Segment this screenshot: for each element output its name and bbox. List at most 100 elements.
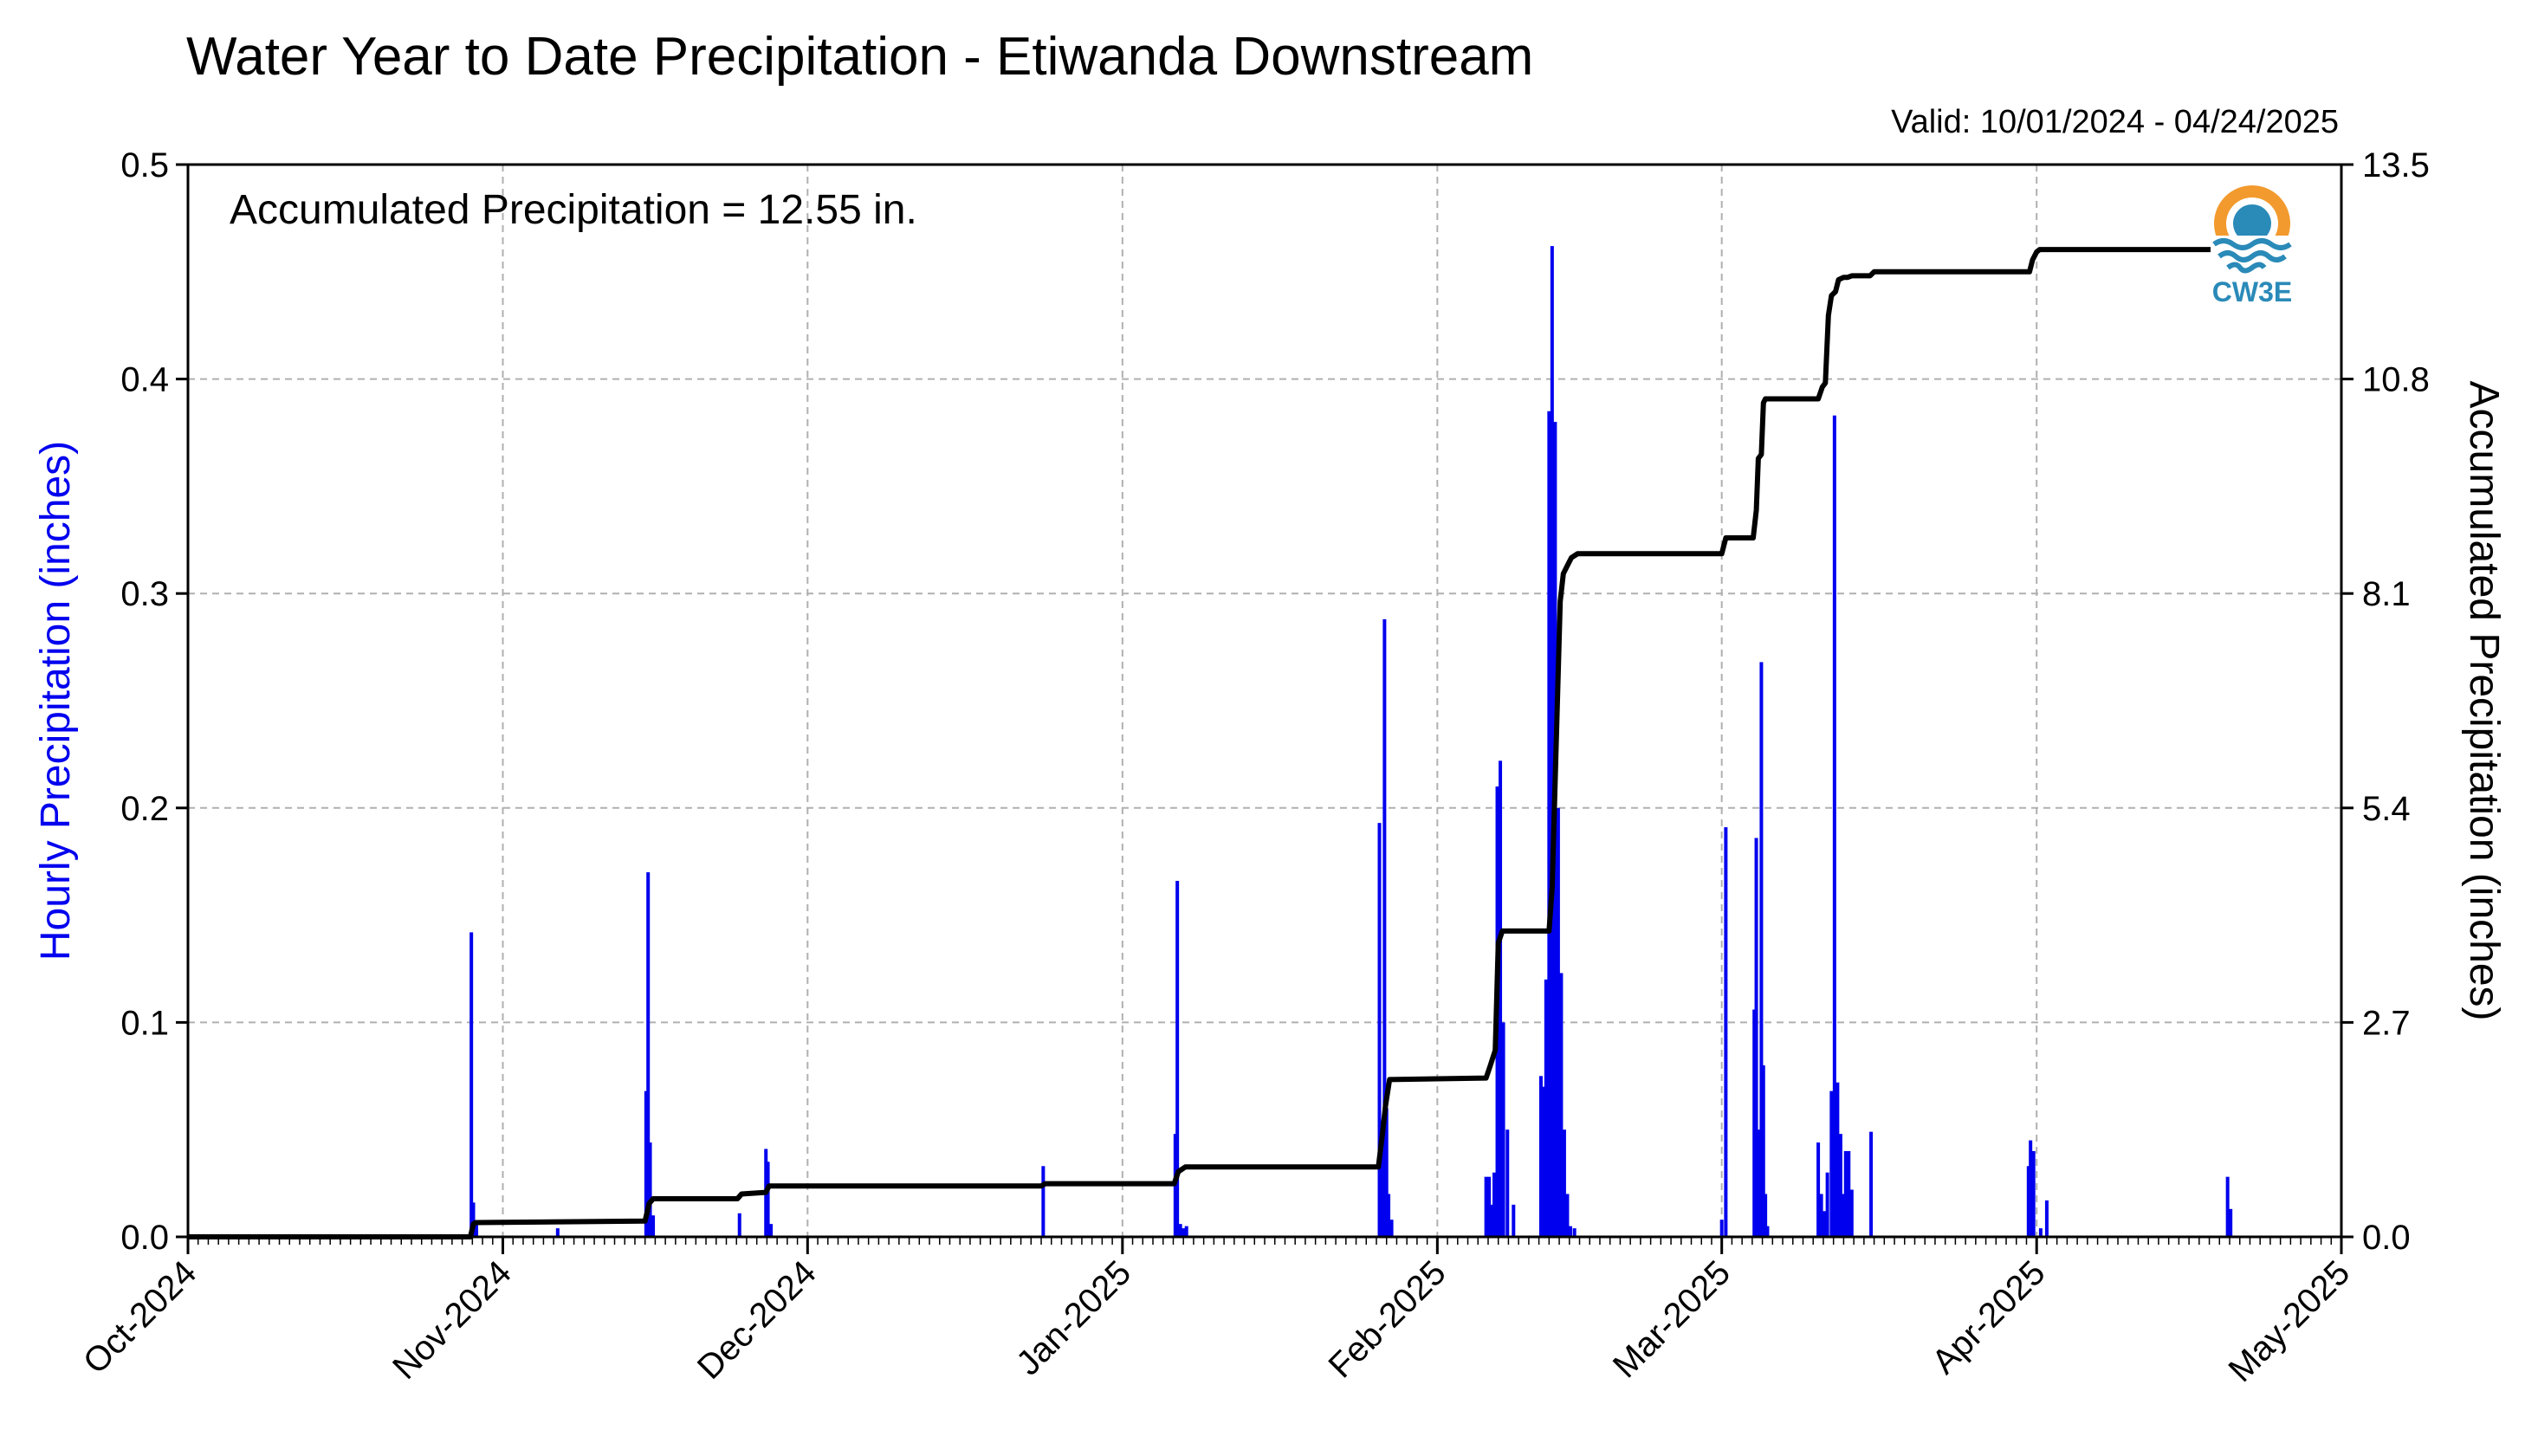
- hourly-bar: [1562, 1129, 1566, 1237]
- hourly-bar: [2229, 1208, 2233, 1237]
- y-tick-label-right: 0.0: [2362, 1219, 2411, 1257]
- y-tick-label-left: 0.2: [120, 790, 169, 828]
- hourly-bar: [471, 1202, 476, 1237]
- valid-range: Valid: 10/01/2024 - 04/24/2025: [1891, 104, 2339, 140]
- hourly-bar: [1816, 1142, 1821, 1237]
- axes: 0.0 0.1 0.2 0.3 0.4 0.5 0.0 2.7 5.4 8.1 10.8 13.5 Oc…: [76, 146, 2430, 1389]
- hourly-bar: [1825, 1172, 1829, 1237]
- hourly-bar: [475, 1224, 479, 1237]
- hourly-bar: [1538, 1076, 1543, 1237]
- accumulated-line: [188, 237, 2276, 1239]
- y-tick-label-right: 8.1: [2362, 575, 2411, 613]
- hourly-bar: [1542, 1086, 1546, 1237]
- hourly-bar: [769, 1224, 774, 1237]
- hourly-bar: [737, 1213, 741, 1237]
- hourly-bar: [1178, 1224, 1182, 1237]
- annotation-accumulated: Accumulated Precipitation = 12.55 in.: [230, 187, 917, 233]
- hourly-bar: [1565, 1194, 1570, 1237]
- hourly-bar: [1849, 1189, 1854, 1237]
- hourly-bar: [1379, 1129, 1383, 1237]
- hourly-bar: [1484, 1176, 1488, 1237]
- hourly-bar: [648, 1142, 652, 1237]
- hourly-bar: [1819, 1194, 1823, 1237]
- cw3e-logo: CW3E: [2211, 185, 2294, 307]
- grid: [188, 165, 2341, 1237]
- hourly-bar: [1724, 827, 1728, 1237]
- hourly-bar: [1487, 1176, 1492, 1237]
- hourly-bar: [1847, 1150, 1851, 1237]
- hourly-bar: [1499, 760, 1503, 1237]
- hourly-bar: [1568, 1226, 1572, 1237]
- hourly-bar: [1843, 1150, 1848, 1237]
- hourly-bar: [2029, 1140, 2033, 1237]
- x-tick-label: Oct-2024: [76, 1253, 204, 1381]
- hourly-bar: [1838, 1134, 1842, 1237]
- hourly-bar: [766, 1162, 770, 1237]
- hourly-bar: [1756, 1129, 1760, 1237]
- y-axis-label-left: Hourly Precipitation (inches): [33, 441, 79, 961]
- hourly-bar: [1835, 1082, 1840, 1237]
- hourly-bar: [1041, 1166, 1046, 1237]
- y-tick-label-left: 0.4: [120, 361, 169, 399]
- hourly-bar: [2026, 1166, 2030, 1237]
- hourly-bar: [1377, 823, 1382, 1237]
- hourly-bar: [651, 1215, 656, 1237]
- hourly-bar: [469, 932, 474, 1237]
- hourly-bar: [1512, 1204, 1516, 1237]
- hourly-bar: [1501, 1022, 1505, 1237]
- hourly-bar: [2031, 1150, 2036, 1237]
- hourly-bar: [1544, 979, 1548, 1237]
- hourly-bar: [1550, 246, 1554, 1237]
- hourly-bar: [1829, 1090, 1834, 1237]
- x-tick-label: Nov-2024: [385, 1253, 519, 1387]
- x-tick-label: Mar-2025: [1606, 1253, 1738, 1385]
- hourly-bar: [1765, 1226, 1770, 1237]
- hourly-bar: [1490, 1204, 1494, 1237]
- plot-frame: [186, 163, 2343, 1239]
- chart-title: Water Year to Date Precipitation - Etiwa…: [186, 27, 1534, 87]
- hourly-bar: [1841, 1194, 1845, 1237]
- hourly-bar: [1832, 415, 1836, 1237]
- hourly-bar: [1869, 1131, 1874, 1237]
- hourly-bar: [1556, 807, 1560, 1237]
- hourly-bar: [2225, 1176, 2230, 1237]
- x-tick-label: Feb-2025: [1322, 1253, 1453, 1385]
- logo-text: CW3E: [2212, 276, 2292, 307]
- hourly-bar: [1823, 1211, 1827, 1237]
- hourly-bar: [1559, 973, 1564, 1237]
- hourly-bar: [555, 1228, 560, 1237]
- hourly-bar: [1572, 1228, 1577, 1237]
- x-tick-label: Jan-2025: [1009, 1253, 1138, 1382]
- hourly-bar: [1382, 618, 1387, 1237]
- x-tick-label: May-2025: [2221, 1253, 2357, 1389]
- hourly-bar: [646, 872, 651, 1237]
- y-axis-label-right: Accumulated Precipitation (inches): [2461, 380, 2507, 1020]
- y-tick-label-right: 5.4: [2362, 790, 2411, 828]
- hourly-bar: [1752, 1009, 1757, 1237]
- hourly-bar: [1761, 1064, 1765, 1237]
- hourly-bar: [1759, 662, 1764, 1237]
- y-tick-label-right: 13.5: [2362, 146, 2430, 184]
- hourly-bar: [1384, 1108, 1389, 1237]
- hourly-bar: [1547, 411, 1551, 1237]
- hourly-bar: [2044, 1200, 2049, 1237]
- hourly-bar: [1505, 1129, 1510, 1237]
- y-tick-label-right: 10.8: [2362, 361, 2430, 399]
- y-tick-label-left: 0.3: [120, 575, 169, 613]
- hourly-bars: [469, 246, 2233, 1237]
- hourly-bar: [2038, 1228, 2043, 1237]
- hourly-bar: [1492, 1172, 1497, 1237]
- y-tick-label-right: 2.7: [2362, 1004, 2411, 1042]
- hourly-bar: [644, 1090, 648, 1237]
- y-tick-label-left: 0.1: [120, 1004, 169, 1042]
- hourly-bar: [1389, 1220, 1394, 1237]
- hourly-bar: [1184, 1226, 1188, 1237]
- hourly-bar: [1182, 1228, 1186, 1237]
- hourly-bar: [1719, 1220, 1724, 1237]
- hourly-bar: [1764, 1194, 1768, 1237]
- y-tick-label-left: 0.5: [120, 146, 169, 184]
- x-tick-label: Apr-2025: [1925, 1253, 2052, 1381]
- y-tick-label-left: 0.0: [120, 1219, 169, 1257]
- x-tick-label: Dec-2024: [690, 1253, 824, 1387]
